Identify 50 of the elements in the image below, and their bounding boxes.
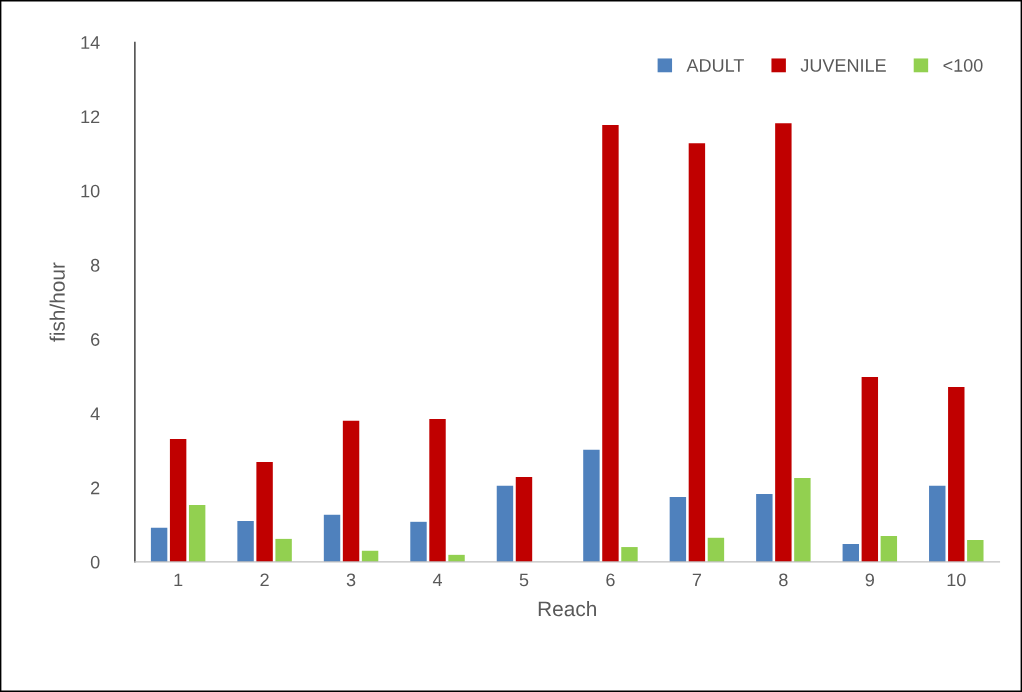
y-tick-label: 12: [81, 110, 100, 123]
legend-label: <100: [943, 59, 983, 72]
bar: [496, 485, 514, 562]
bar: [275, 538, 292, 562]
x-tick-label: 9: [865, 573, 874, 587]
bar: [150, 527, 168, 562]
bar: [583, 449, 600, 562]
bar: [707, 537, 725, 562]
y-tick-label: 0: [90, 555, 100, 569]
bar: [429, 418, 446, 562]
bar: [929, 485, 946, 562]
bar: [842, 544, 860, 562]
x-tick-label: 10: [947, 573, 966, 587]
bar: [342, 420, 360, 562]
x-tick-label: 6: [606, 573, 615, 587]
bar: [237, 521, 254, 562]
y-axis-title: fish/hour: [49, 262, 65, 342]
bar: [188, 505, 206, 562]
x-tick-label: 7: [692, 573, 702, 587]
x-tick-label: 8: [779, 573, 788, 587]
y-tick-label: 6: [91, 333, 100, 346]
y-tick-label: 10: [81, 184, 100, 198]
bar: [794, 478, 811, 562]
legend-label: ADULT: [686, 59, 744, 72]
y-tick-label: 2: [91, 481, 100, 495]
x-tick-label: 4: [432, 573, 443, 587]
bar: [948, 387, 965, 562]
x-tick-label: 2: [260, 573, 269, 587]
x-tick-label: 5: [519, 573, 529, 587]
bar: [880, 535, 898, 562]
bar: [323, 514, 341, 562]
x-tick-label: 3: [346, 573, 356, 587]
x-tick-label: 1: [174, 573, 183, 587]
legend-label: JUVENILE: [800, 59, 886, 72]
bar: [410, 521, 427, 562]
bar: [602, 124, 619, 562]
bar: [621, 547, 638, 562]
y-tick-label: 14: [81, 36, 100, 49]
y-tick-label: 4: [90, 407, 100, 420]
bar: [669, 496, 687, 562]
bar: [967, 540, 984, 562]
bar: [861, 377, 879, 562]
bar: [256, 462, 273, 562]
x-axis-title: Reach: [538, 600, 596, 617]
bar: [775, 123, 792, 562]
bar: [756, 493, 773, 562]
bar: [515, 476, 533, 562]
bar: [688, 143, 706, 562]
y-tick-label: 8: [90, 258, 100, 272]
bar: [169, 439, 187, 562]
